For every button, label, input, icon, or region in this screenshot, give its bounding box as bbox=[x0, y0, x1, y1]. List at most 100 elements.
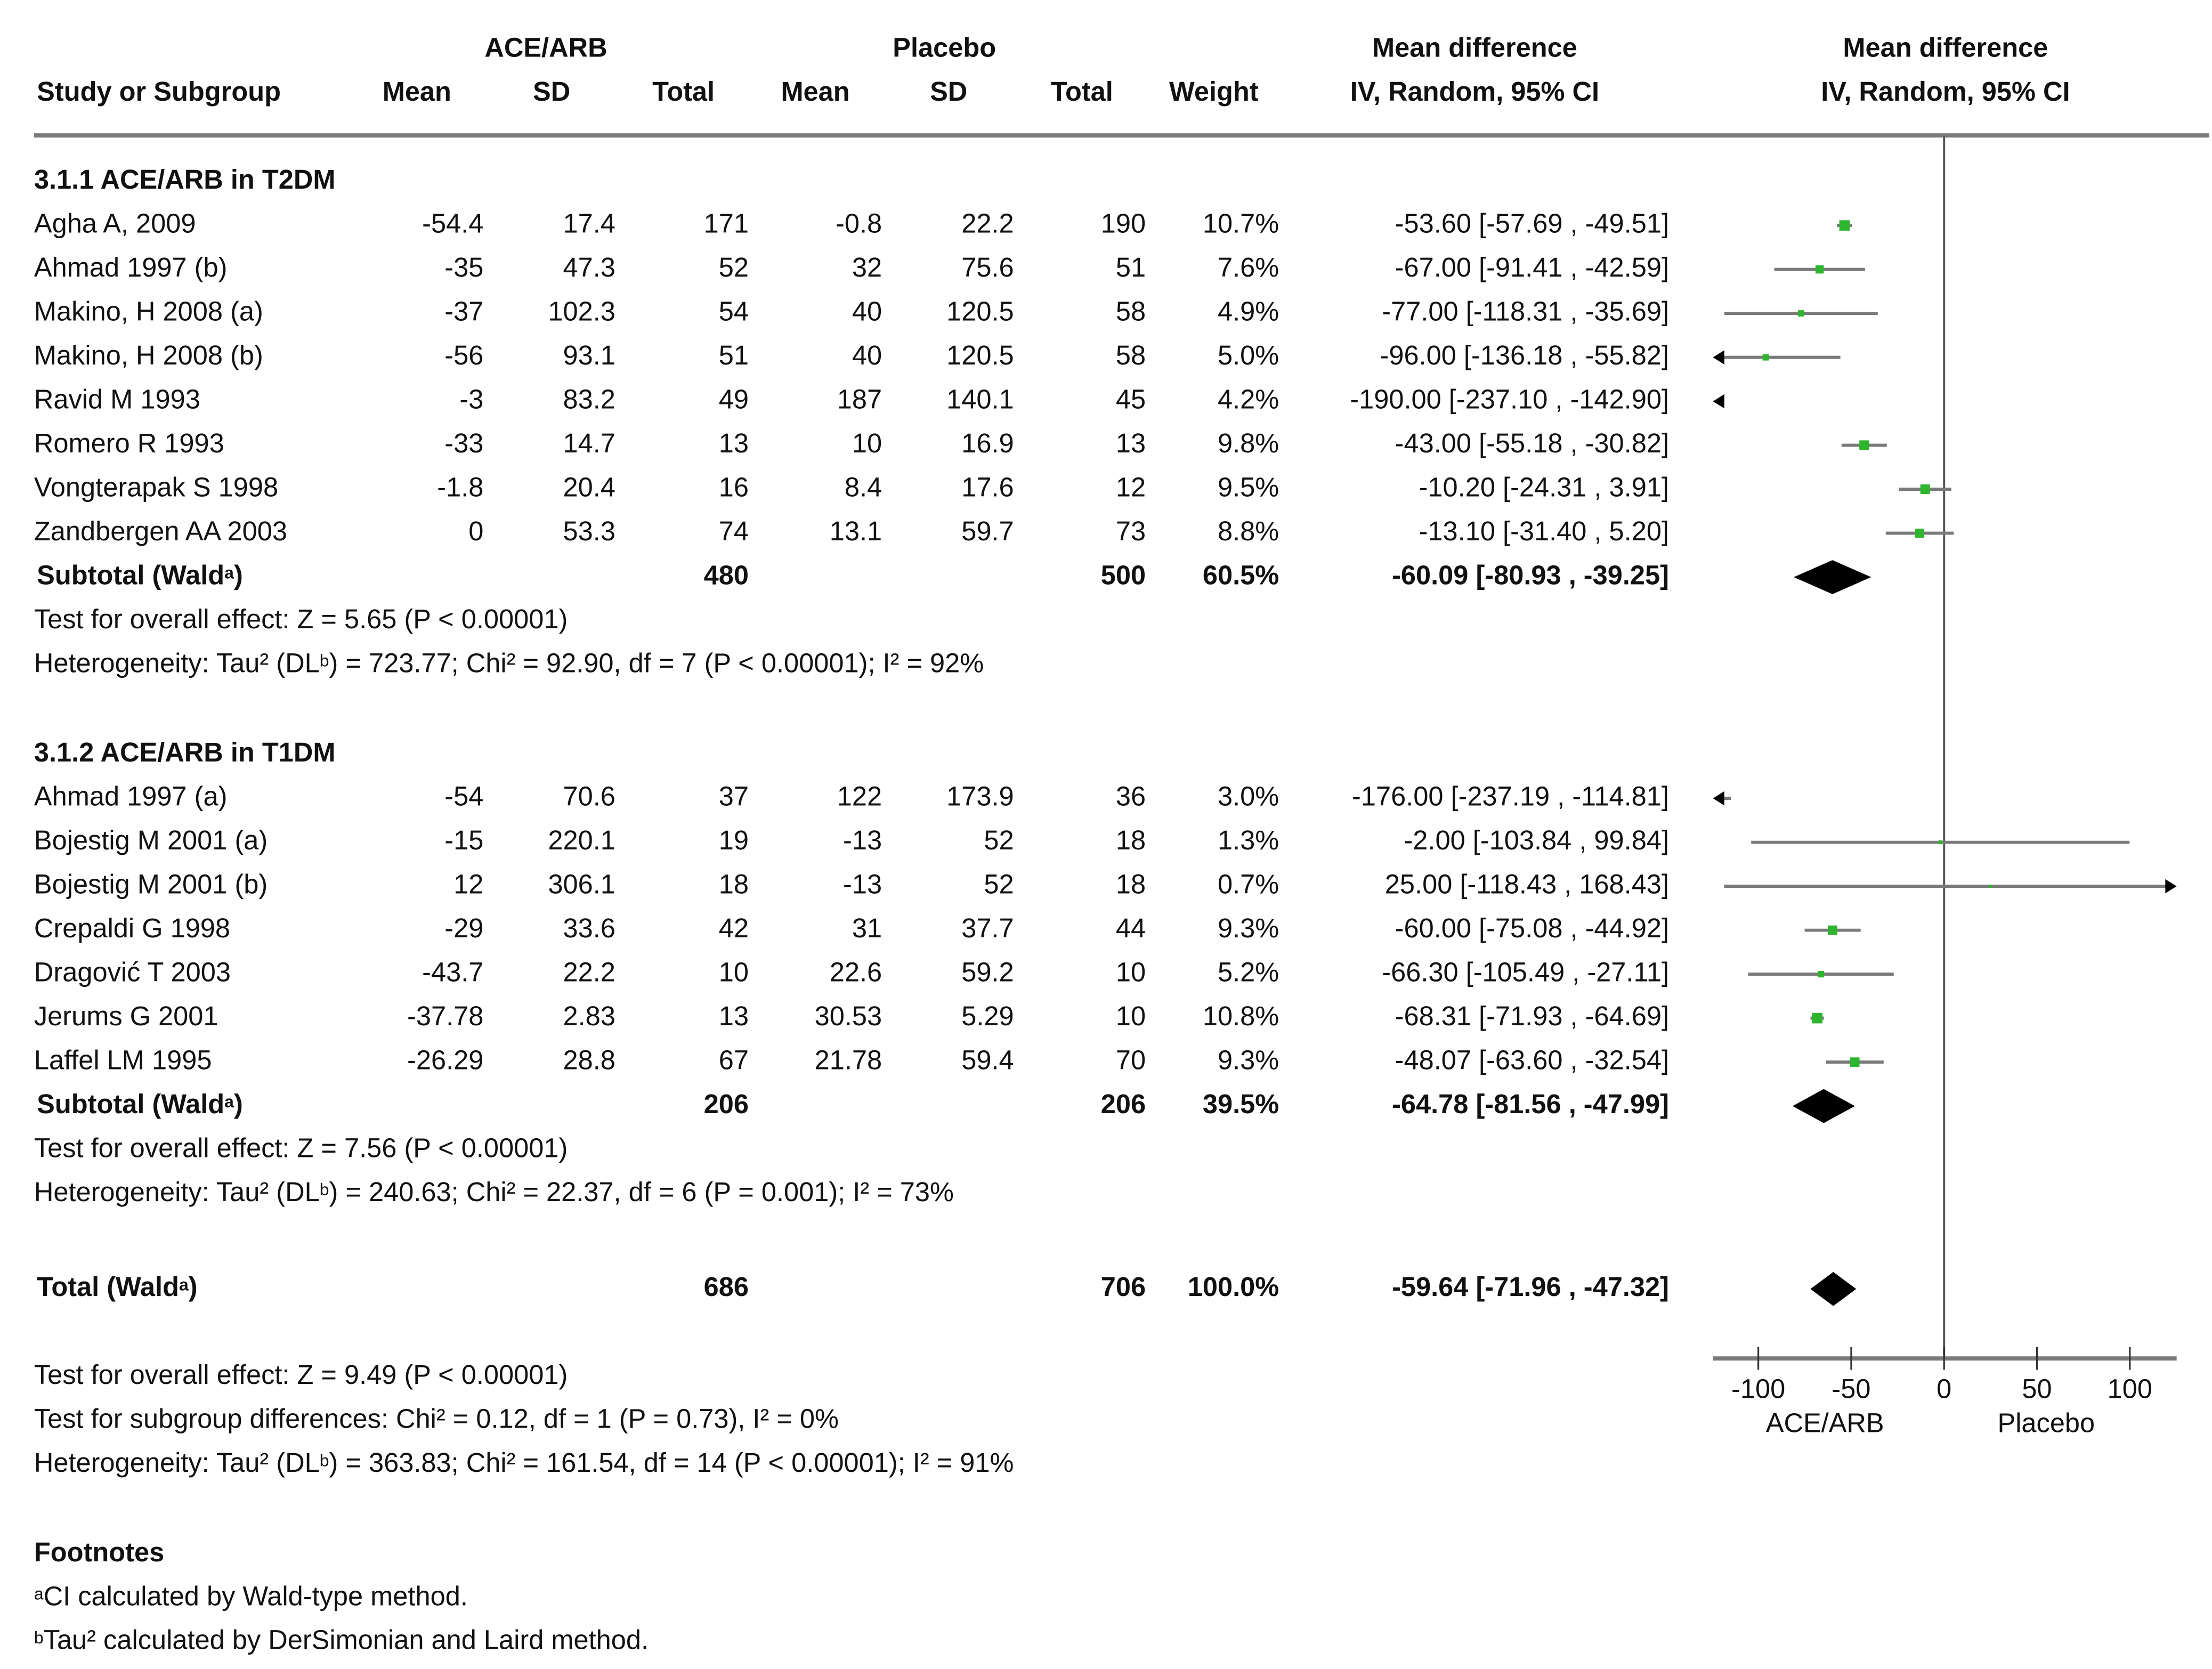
heterogeneity: Heterogeneity: Tau² (DLb) = 240.63; Chi²… bbox=[34, 1178, 954, 1210]
footnote-a: aCI calculated by Wald-type method. bbox=[34, 1583, 468, 1614]
cell-sd2: 5.29 bbox=[961, 1002, 1014, 1033]
cell-w: 5.2% bbox=[1217, 958, 1279, 989]
point-estimate bbox=[1797, 310, 1804, 317]
cell-sd1: 102.3 bbox=[548, 297, 615, 328]
subtotal-label-sup: a bbox=[224, 563, 234, 583]
cell-n1: 19 bbox=[718, 827, 749, 857]
study-name: Makino, H 2008 (b) bbox=[34, 342, 263, 372]
heterogeneity-text-end: ) = 723.77; Chi² = 92.90, df = 7 (P < 0.… bbox=[329, 649, 984, 679]
cell-ci: -96.00 [-136.18 , -55.82] bbox=[1380, 342, 1669, 372]
subtotal-label-text: Subtotal (Wald bbox=[37, 1090, 225, 1121]
point-estimate bbox=[1828, 925, 1837, 935]
study-name: Ahmad 1997 (b) bbox=[34, 254, 228, 284]
cell-sd1: 14.7 bbox=[563, 430, 615, 460]
cell-ci: -77.00 [-118.31 , -35.69] bbox=[1382, 297, 1669, 328]
cell-w: 10.8% bbox=[1202, 1002, 1279, 1033]
cell-n1: 480 bbox=[703, 561, 749, 592]
cell-sd2: 59.4 bbox=[961, 1046, 1014, 1076]
point-estimate bbox=[1762, 354, 1769, 361]
overall-effect-test: Test for overall effect: Z = 7.56 (P < 0… bbox=[34, 1134, 568, 1164]
column-header: Mean bbox=[382, 78, 451, 108]
point-estimate bbox=[1839, 220, 1850, 231]
cell-ci: -13.10 [-31.40 , 5.20] bbox=[1419, 517, 1669, 548]
cell-n2: 206 bbox=[1100, 1090, 1146, 1121]
cell-n1: 13 bbox=[718, 430, 749, 460]
cell-n2: 190 bbox=[1100, 209, 1146, 240]
cell-ci: -60.09 [-80.93 , -39.25] bbox=[1392, 561, 1669, 592]
cell-n1: 16 bbox=[718, 473, 749, 504]
subgroup-differences-test: Test for subgroup differences: Chi² = 0.… bbox=[34, 1405, 839, 1435]
study-name: Ahmad 1997 (a) bbox=[34, 782, 228, 813]
group2-header: Placebo bbox=[893, 34, 996, 64]
cell-n2: 73 bbox=[1115, 517, 1146, 548]
cell-ci: -67.00 [-91.41 , -42.59] bbox=[1395, 254, 1669, 284]
subtotal-label-text: Subtotal (Wald bbox=[37, 561, 225, 592]
point-estimate bbox=[1817, 970, 1825, 978]
footnote-sup: a bbox=[34, 1584, 44, 1604]
cell-w: 7.6% bbox=[1217, 254, 1279, 284]
cell-ci: -10.20 [-24.31 , 3.91] bbox=[1419, 473, 1669, 504]
column-header: Weight bbox=[1169, 78, 1259, 108]
footnote-b: bTau² calculated by DerSimonian and Lair… bbox=[34, 1626, 649, 1658]
cell-sd2: 52 bbox=[984, 827, 1014, 857]
cell-n1: 52 bbox=[718, 254, 749, 284]
cell-m2: -0.8 bbox=[835, 209, 882, 240]
cell-m2: -13 bbox=[843, 827, 882, 857]
point-estimate bbox=[1989, 884, 1992, 888]
cell-m1: -37 bbox=[444, 297, 484, 328]
cell-n2: 45 bbox=[1115, 385, 1146, 416]
point-estimate bbox=[1815, 265, 1824, 274]
cell-n2: 51 bbox=[1115, 254, 1146, 284]
cell-sd1: 28.8 bbox=[563, 1046, 615, 1076]
cell-sd1: 33.6 bbox=[563, 914, 615, 945]
cell-n2: 706 bbox=[1100, 1273, 1146, 1303]
left-arrow-icon bbox=[1713, 394, 1724, 409]
subtotal-label-text-end: ) bbox=[233, 1090, 243, 1121]
cell-sd1: 2.83 bbox=[563, 1002, 615, 1033]
cell-n2: 10 bbox=[1115, 1002, 1146, 1033]
study-name: Crepaldi G 1998 bbox=[34, 914, 231, 945]
cell-n2: 500 bbox=[1100, 561, 1146, 592]
heterogeneity-text: Heterogeneity: Tau² (DL bbox=[34, 1178, 320, 1209]
cell-m1: -29 bbox=[444, 914, 484, 945]
cell-sd2: 75.6 bbox=[961, 254, 1014, 284]
cell-w: 9.5% bbox=[1217, 473, 1279, 504]
footnote-text: Tau² calculated by DerSimonian and Laird… bbox=[43, 1626, 649, 1657]
cell-w: 9.3% bbox=[1217, 1046, 1279, 1076]
cell-m1: -54 bbox=[444, 782, 484, 813]
cell-m1: -33 bbox=[444, 430, 484, 460]
study-name: Zandbergen AA 2003 bbox=[34, 517, 287, 548]
x-label-left: ACE/ARB bbox=[1766, 1408, 1884, 1438]
subtotal-label: Subtotal (Walda) bbox=[37, 562, 243, 593]
cell-n1: 67 bbox=[718, 1046, 749, 1076]
cell-n2: 18 bbox=[1115, 827, 1146, 857]
cell-m1: 0 bbox=[468, 517, 484, 548]
cell-n2: 18 bbox=[1115, 870, 1146, 901]
x-tick-label: 50 bbox=[2022, 1374, 2052, 1404]
x-tick-label: 0 bbox=[1936, 1374, 1951, 1404]
cell-sd1: 220.1 bbox=[548, 827, 615, 857]
study-name: Ravid M 1993 bbox=[34, 385, 200, 416]
cell-m1: -26.29 bbox=[407, 1046, 484, 1076]
summary-diamond bbox=[1794, 560, 1871, 594]
cell-n1: 49 bbox=[718, 385, 749, 416]
heterogeneity-sup: b bbox=[319, 1179, 329, 1200]
total-label-text-end: ) bbox=[188, 1273, 198, 1303]
left-arrow-icon bbox=[1713, 350, 1724, 364]
overall-heterogeneity-text: Heterogeneity: Tau² (DL bbox=[34, 1449, 320, 1479]
overall-effect-test: Test for overall effect: Z = 9.49 (P < 0… bbox=[34, 1361, 568, 1391]
cell-sd2: 37.7 bbox=[961, 914, 1014, 945]
cell-m2: 31 bbox=[852, 914, 882, 945]
cell-sd2: 59.2 bbox=[961, 958, 1014, 989]
cell-ci: -68.31 [-71.93 , -64.69] bbox=[1395, 1002, 1669, 1033]
cell-m2: 32 bbox=[852, 254, 882, 284]
cell-n1: 37 bbox=[718, 782, 749, 813]
column-header: Study or Subgroup bbox=[37, 78, 281, 108]
cell-m2: 122 bbox=[837, 782, 882, 813]
x-tick-label: -100 bbox=[1731, 1374, 1785, 1404]
summary-diamond bbox=[1792, 1089, 1855, 1123]
cell-sd1: 93.1 bbox=[563, 342, 615, 372]
subtotal-label-text-end: ) bbox=[233, 561, 243, 592]
